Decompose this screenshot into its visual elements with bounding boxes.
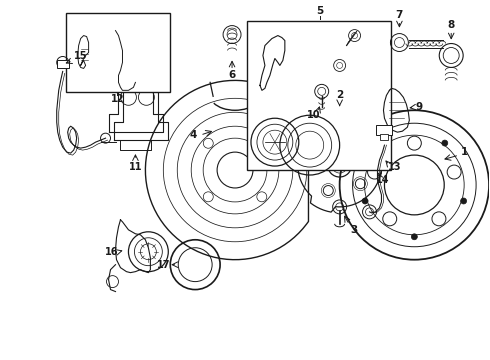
Circle shape [381,140,387,146]
Circle shape [442,140,448,146]
Bar [380,134,389,140]
Text: 17: 17 [157,260,170,270]
Text: 11: 11 [129,162,142,172]
Text: 13: 13 [388,162,401,172]
Circle shape [461,198,466,204]
Text: 7: 7 [396,10,403,20]
Bar [66,13,171,92]
Bar [57,60,69,68]
Text: 4: 4 [190,130,197,140]
Text: 10: 10 [307,110,320,120]
Text: 15: 15 [74,51,87,62]
Circle shape [362,198,368,204]
Text: 14: 14 [376,175,389,185]
Text: 1: 1 [461,147,468,157]
Text: 8: 8 [447,19,455,30]
Text: 12: 12 [111,94,124,104]
Text: 16: 16 [105,247,118,257]
Text: 2: 2 [336,90,343,100]
Text: 3: 3 [350,225,357,235]
Text: 9: 9 [416,102,423,112]
Bar [247,21,392,170]
Text: 5: 5 [316,6,323,15]
Circle shape [412,234,417,240]
Bar [376,125,392,135]
Text: 6: 6 [228,71,236,80]
